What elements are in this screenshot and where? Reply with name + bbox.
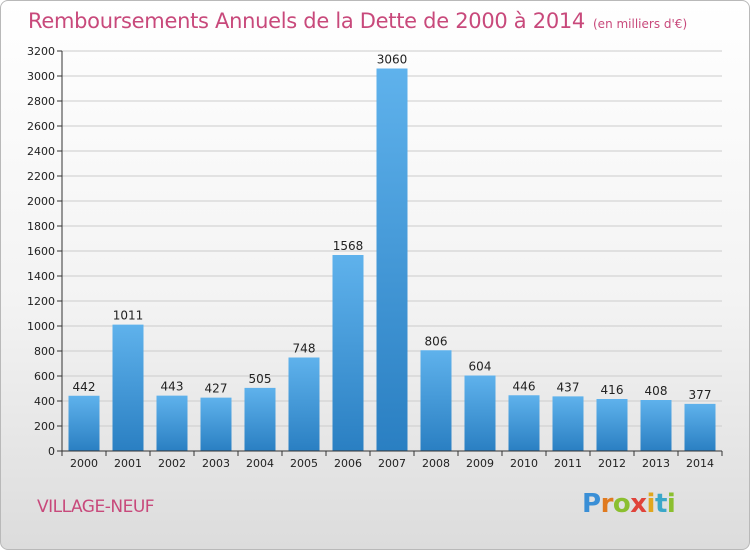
y-tick-label: 1200 [27,295,55,308]
bar-2002 [156,395,188,451]
bar-2014 [684,403,716,451]
bar-2003 [200,397,232,451]
y-tick-label: 800 [34,345,55,358]
x-tick-label: 2000 [70,457,98,470]
y-tick-label: 3200 [27,45,55,58]
y-tick-label: 600 [34,370,55,383]
logo-letter: P [582,489,601,519]
bar-2013 [640,400,672,451]
axes: 0 200 400 600 800 1000 1200 1400 1600 1800 2000 220… [27,45,723,470]
y-tick-label: 1000 [27,320,55,333]
value-label: 377 [689,388,712,402]
bar-2010 [508,395,540,451]
x-tick-label: 2010 [510,457,538,470]
logo-letter: o [612,489,631,519]
bar-2012 [596,399,628,451]
y-tick-label: 2200 [27,170,55,183]
value-label: 1011 [113,309,144,323]
x-tick-label: 2014 [686,457,714,470]
value-label: 437 [557,380,580,394]
proxiti-logo: Proxiti [582,489,676,519]
y-tick-label: 1600 [27,245,55,258]
logo-letter: x [630,489,647,519]
value-label: 1568 [333,239,364,253]
x-tick-label: 2004 [246,457,274,470]
y-tick-label: 3000 [27,70,55,83]
value-label: 604 [469,360,492,374]
value-label: 806 [425,334,448,348]
x-tick-label: 2001 [114,457,142,470]
x-tick-label: 2006 [334,457,362,470]
y-tick-label: 1800 [27,220,55,233]
bar-2007 [376,68,408,451]
bar-2008 [420,350,452,451]
x-tick-label: 2012 [598,457,626,470]
x-tick-label: 2003 [202,457,230,470]
chart-title: Remboursements Annuels de la Dette de 20… [28,9,687,33]
labels: 442 1011 443 427 505 748 1568 3060 806 604 446 437 4… [73,53,712,402]
bar-2001 [112,324,144,451]
y-tick-label: 400 [34,395,55,408]
logo-letter: i [666,489,676,519]
value-label: 505 [249,372,272,386]
bars [68,68,716,451]
x-tick-label: 2011 [554,457,582,470]
value-label: 443 [161,380,184,394]
title-text: Remboursements Annuels de la Dette de 20… [28,9,585,33]
bar-2011 [552,396,584,451]
location-name: VILLAGE-NEUF [37,497,155,517]
x-tick-label: 2008 [422,457,450,470]
x-tick-label: 2007 [378,457,406,470]
value-label: 748 [293,342,316,356]
logo-letter: i [646,489,656,519]
value-label: 427 [205,382,228,396]
y-tick-label: 200 [34,420,55,433]
bar-2000 [68,395,100,451]
logo-letter: t [654,489,667,519]
y-tick-label: 1400 [27,270,55,283]
value-label: 408 [645,384,668,398]
x-tick-label: 2009 [466,457,494,470]
x-tick-label: 2002 [158,457,186,470]
bar-2006 [332,255,364,451]
bar-2005 [288,357,320,451]
value-label: 416 [601,383,624,397]
y-tick-label: 2600 [27,120,55,133]
chart-subtitle: (en milliers d'€) [593,17,688,31]
y-tick-label: 2000 [27,195,55,208]
y-tick-label: 2800 [27,95,55,108]
value-label: 3060 [377,53,408,67]
logo-letter: r [600,489,614,519]
y-tick-label: 0 [48,445,55,458]
x-tick-label: 2013 [642,457,670,470]
value-label: 446 [513,379,536,393]
bar-2004 [244,387,276,451]
y-tick-label: 2400 [27,145,55,158]
value-label: 442 [73,380,96,394]
x-tick-label: 2005 [290,457,318,470]
bar-2009 [464,375,496,451]
